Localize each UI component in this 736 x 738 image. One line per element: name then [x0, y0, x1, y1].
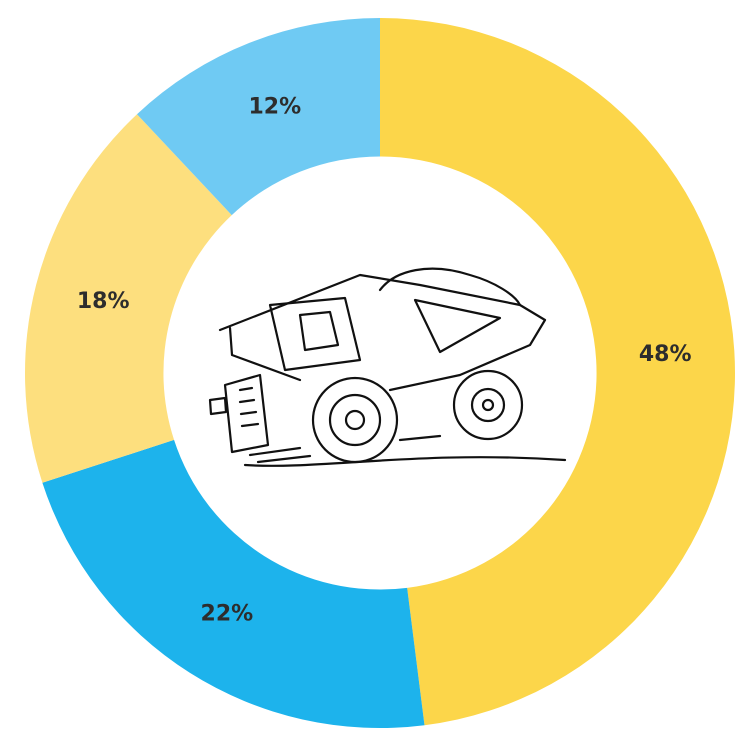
slice-label: 22% [201, 601, 254, 626]
slice [42, 439, 425, 728]
slice [136, 18, 380, 216]
slice-label: 12% [248, 94, 301, 119]
slice-label: 18% [77, 289, 130, 314]
truck-illustration [208, 267, 567, 467]
slice [25, 114, 232, 483]
donut [25, 17, 736, 728]
slice-label: 48% [639, 342, 692, 367]
slice [380, 17, 736, 726]
